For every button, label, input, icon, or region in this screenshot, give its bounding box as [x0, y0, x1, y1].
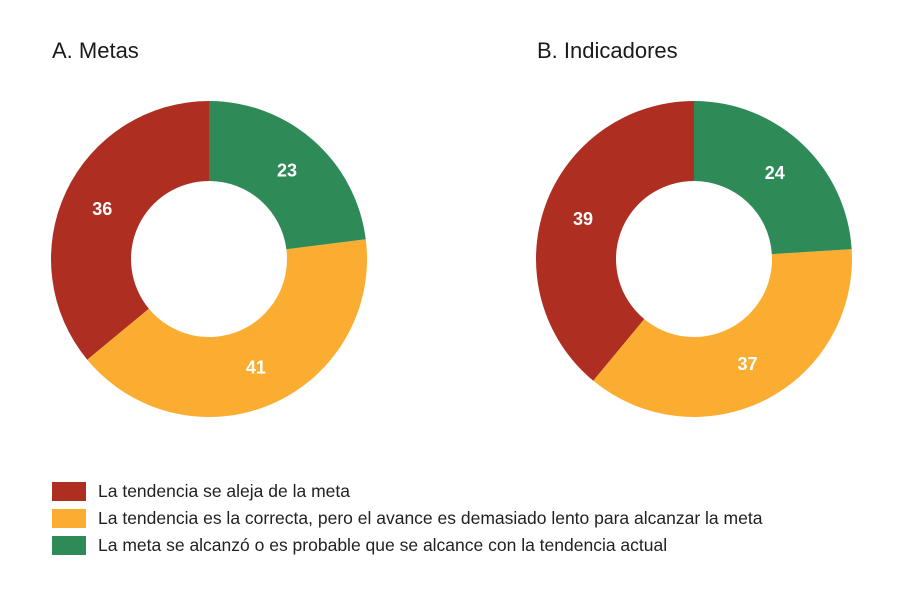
indicadores-slice-lento: [593, 249, 852, 418]
metas-label-aleja: 36: [92, 199, 112, 219]
legend-swatch-orange: [52, 509, 86, 528]
chart-title-metas: A. Metas: [52, 38, 139, 63]
indicadores-slice-alcanzo: [694, 101, 852, 255]
metas-label-lento: 41: [246, 357, 266, 377]
legend-item-lento: La tendencia es la correcta, pero el ava…: [52, 505, 762, 532]
legend-label-alcanzo: La meta se alcanzó o es probable que se …: [98, 535, 668, 555]
metas-label-alcanzo: 23: [277, 160, 297, 180]
indicadores-label-lento: 37: [738, 354, 758, 374]
legend-swatch-green: [52, 536, 86, 555]
legend: La tendencia se aleja de la meta La tend…: [52, 478, 762, 559]
metas-slice-lento: [87, 239, 367, 417]
legend-item-aleja: La tendencia se aleja de la meta: [52, 478, 762, 505]
metas-slice-aleja: [51, 101, 210, 360]
indicadores-slice-aleja: [536, 101, 694, 381]
legend-label-aleja: La tendencia se aleja de la meta: [98, 481, 350, 501]
legend-item-alcanzo: La meta se alcanzó o es probable que se …: [52, 532, 762, 559]
indicadores-label-alcanzo: 24: [765, 163, 785, 183]
metas-slice-alcanzo: [209, 101, 366, 250]
chart-title-indicadores: B. Indicadores: [537, 38, 678, 63]
legend-swatch-red: [52, 482, 86, 501]
legend-label-lento: La tendencia es la correcta, pero el ava…: [98, 508, 763, 528]
donut-chart-metas: 36 41 23: [51, 101, 367, 417]
donut-chart-indicadores: 39 37 24: [536, 101, 852, 418]
indicadores-label-aleja: 39: [573, 209, 593, 229]
